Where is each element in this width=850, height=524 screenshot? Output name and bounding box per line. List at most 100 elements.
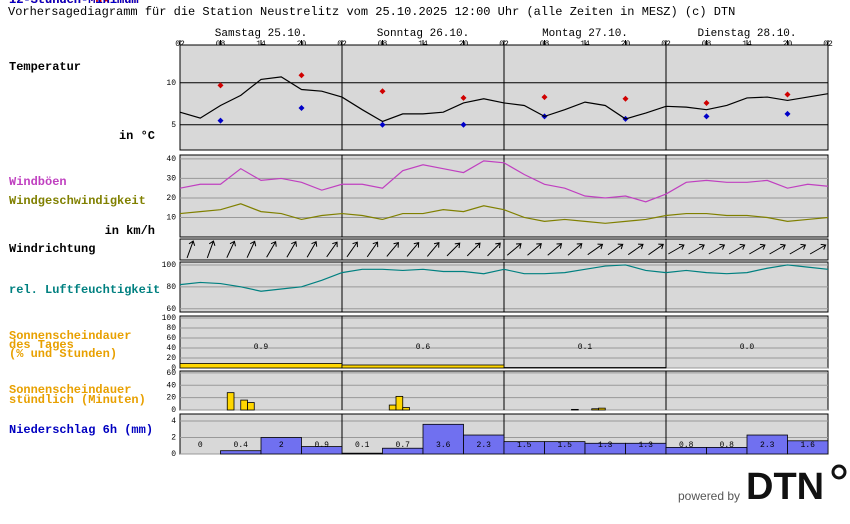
y-tick-label: 60 [166, 334, 176, 343]
arrow-shape [306, 240, 318, 258]
point [541, 94, 548, 101]
wind-arrow [527, 243, 542, 256]
data-label: 1.5 [517, 441, 532, 450]
wind-arrow [406, 241, 420, 257]
wind-arrow [266, 240, 277, 258]
logo: DTN [746, 466, 824, 508]
arrow-shape [346, 241, 358, 258]
point [784, 91, 791, 98]
point [379, 88, 386, 95]
arrow-shape [749, 243, 766, 255]
wind-arrow [648, 243, 664, 256]
arrow-shape [266, 240, 277, 258]
y-tick-label: 30 [166, 175, 176, 184]
data-label: 0.1 [578, 343, 593, 352]
data-label: 1.3 [639, 441, 654, 450]
wind-arrow [809, 243, 827, 255]
arrow-shape [627, 243, 644, 256]
wind-arrow [708, 243, 726, 255]
day-label: Dienstag 28.10. [697, 28, 796, 40]
bar [220, 450, 262, 455]
legend-entry: 12-Stunden-Minimum [9, 0, 139, 7]
arrow-shape [426, 241, 440, 257]
data-label: 0.6 [416, 343, 431, 352]
panel-label: Sonnenscheindauer [9, 383, 131, 397]
legend-entry: 12-Stunden-Maximum [9, 0, 139, 7]
y-tick-label: 0 [171, 450, 176, 459]
bar [598, 407, 606, 411]
arrow-shape [326, 241, 338, 258]
wind-arrow [607, 243, 624, 256]
y-tick-label: 60 [166, 369, 176, 378]
y-tick-label: 4 [171, 417, 176, 426]
arrow-shape [246, 240, 257, 258]
data-label: 0.9 [315, 441, 330, 450]
y-tick-label: 60 [166, 305, 176, 314]
point [460, 94, 467, 101]
logo-mark [831, 464, 847, 480]
y-tick-label: 40 [166, 155, 176, 164]
unit-label: in °C [119, 129, 155, 143]
y-tick-label: 0 [171, 364, 176, 373]
wind-arrow [366, 241, 379, 258]
bar [571, 408, 579, 411]
y-tick-label: 10 [166, 79, 176, 88]
arrow-shape [466, 242, 481, 257]
bar [341, 452, 383, 455]
wind-arrow [286, 240, 297, 258]
chart-title: Vorhersagediagramm für die Station Neust… [8, 5, 735, 19]
panel-label: des Tages [9, 338, 74, 352]
arrow-shape [286, 240, 297, 258]
y-tick-label: 20 [166, 194, 176, 203]
data-label: 2.3 [477, 441, 492, 450]
wind-arrow [426, 241, 440, 257]
wind-arrow [728, 243, 746, 255]
bar [787, 440, 829, 455]
panel-label: Windrichtung [9, 242, 95, 256]
data-label: 2.3 [760, 441, 775, 450]
wind-arrow [446, 242, 461, 257]
y-tick-label: 20 [166, 354, 176, 363]
day-label: Samstag 25.10. [215, 28, 307, 40]
point [298, 105, 305, 111]
arrow-shape [366, 241, 379, 258]
point [379, 121, 386, 128]
y-tick-label: 0 [171, 406, 176, 415]
wind-arrow [749, 243, 766, 255]
data-label: 0.9 [254, 343, 269, 352]
wind-arrow [769, 243, 786, 255]
arrow-shape [587, 243, 604, 256]
data-label: 0.7 [396, 441, 411, 450]
data-label: 0.0 [740, 343, 755, 352]
wind-arrow [306, 240, 318, 258]
arrow-shape [487, 242, 501, 257]
y-tick-label: 40 [166, 381, 176, 390]
y-tick-label: 80 [166, 324, 176, 333]
panel-label: Temperatur [9, 60, 81, 74]
y-tick-label: 100 [162, 261, 177, 270]
arrow-shape [226, 240, 236, 258]
wind-arrow [206, 240, 216, 259]
arrow-shape [607, 243, 624, 256]
wind-arrow [186, 240, 196, 259]
y-tick-label: 5 [171, 121, 176, 130]
bar [341, 364, 505, 369]
arrow-shape [728, 243, 746, 255]
point [217, 117, 224, 124]
bar [301, 446, 343, 455]
powered-by: powered by [678, 489, 740, 503]
wind-arrow [627, 243, 644, 256]
data-label: 2 [279, 441, 284, 450]
unit-label: in km/h [105, 224, 155, 238]
legend-entry: rel. Luftfeuchtigkeit [9, 283, 160, 297]
arrow-shape [708, 243, 726, 255]
point [703, 99, 710, 106]
data-label: 0.8 [679, 441, 694, 450]
arrow-shape [527, 243, 542, 256]
arrow-shape [506, 243, 522, 256]
panel-label: (% und Stunden) [9, 347, 117, 361]
y-tick-label: 10 [166, 214, 176, 223]
wind-arrow [587, 243, 604, 256]
y-tick-label: 40 [166, 344, 176, 353]
wind-arrow [789, 243, 807, 255]
